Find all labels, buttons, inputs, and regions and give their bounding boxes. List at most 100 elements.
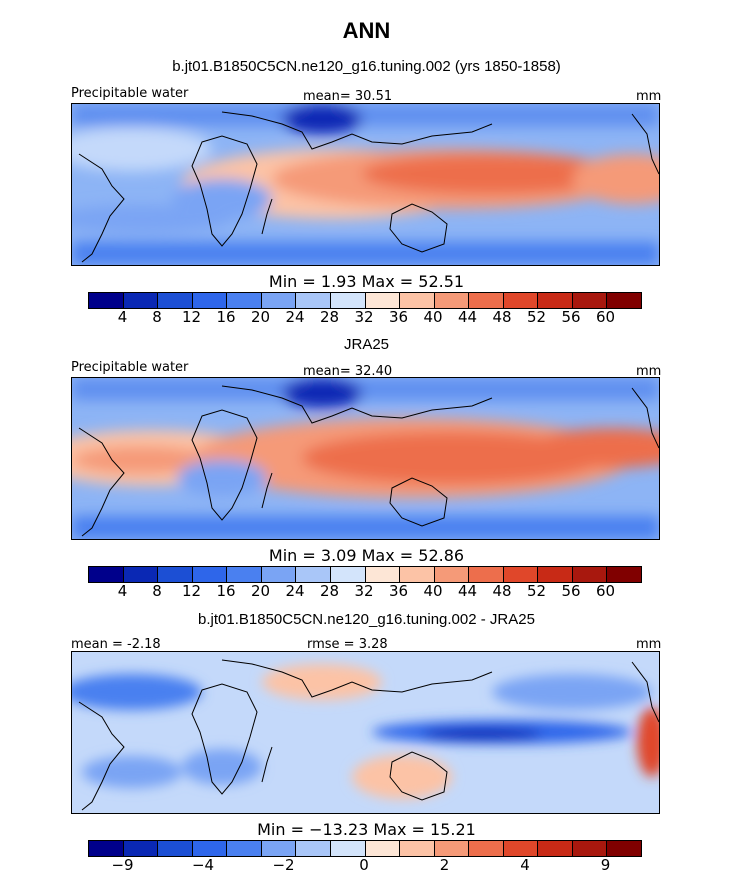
colorbar-swatch bbox=[503, 841, 539, 856]
panel3-minmax: Min = −13.23 Max = 15.21 bbox=[257, 820, 476, 839]
colorbar-tick-label: 32 bbox=[354, 308, 374, 326]
colorbar-swatch bbox=[503, 293, 539, 308]
panel1-colorbar-ticks: 4 8 12 16 20 24 28 32 36 40 44 48 52 56 60 bbox=[88, 308, 640, 328]
colorbar-swatch bbox=[434, 567, 470, 582]
colorbar-swatch bbox=[261, 567, 297, 582]
colorbar-swatch bbox=[89, 841, 124, 856]
colorbar-tick-label: 8 bbox=[152, 582, 162, 600]
colorbar-swatch bbox=[330, 293, 366, 308]
page-title: ANN bbox=[342, 18, 391, 43]
colorbar-tick-label: 60 bbox=[595, 308, 616, 326]
colorbar-tick-label: 12 bbox=[181, 308, 202, 326]
colorbar-swatch bbox=[227, 841, 262, 856]
panel1-mean-label: mean= 30.51 bbox=[303, 89, 393, 104]
colorbar-tick-label: −9 bbox=[111, 856, 134, 874]
colorbar-tick-label: 40 bbox=[423, 582, 443, 600]
colorbar-swatch bbox=[538, 293, 573, 308]
colorbar-tick-label: 56 bbox=[561, 308, 581, 326]
colorbar-tick-label: 16 bbox=[216, 308, 236, 326]
colorbar-swatch bbox=[400, 841, 435, 856]
colorbar-swatch bbox=[296, 567, 331, 582]
panel3-colorbar bbox=[88, 840, 642, 857]
panel3-mean-label: mean = -2.18 bbox=[71, 637, 161, 652]
colorbar-swatch bbox=[469, 567, 504, 582]
colorbar-swatch bbox=[607, 841, 641, 856]
colorbar-swatch bbox=[365, 567, 401, 582]
colorbar-swatch bbox=[572, 293, 608, 308]
colorbar-tick-label: 56 bbox=[561, 582, 581, 600]
colorbar-tick-label: 32 bbox=[354, 582, 374, 600]
colorbar-tick-label: −4 bbox=[191, 856, 215, 874]
colorbar-swatch bbox=[158, 841, 193, 856]
colorbar-tick-label: 36 bbox=[388, 582, 409, 600]
colorbar-swatch bbox=[365, 841, 401, 856]
colorbar-swatch bbox=[434, 841, 470, 856]
colorbar-swatch bbox=[296, 841, 331, 856]
panel2-variable-label: Precipitable water bbox=[71, 360, 189, 375]
colorbar-tick-label: 4 bbox=[117, 582, 128, 600]
colorbar-swatch bbox=[158, 567, 193, 582]
panel3-colorbar-ticks: −9 −4 −2 0 2 4 9 bbox=[88, 856, 640, 876]
colorbar-tick-label: 4 bbox=[520, 856, 530, 874]
colorbar-tick-label: 20 bbox=[250, 582, 271, 600]
colorbar-swatch bbox=[538, 841, 573, 856]
colorbar-swatch bbox=[123, 841, 159, 856]
colorbar-tick-label: 36 bbox=[388, 308, 409, 326]
colorbar-tick-label: 12 bbox=[181, 582, 202, 600]
colorbar-swatch bbox=[192, 567, 228, 582]
panel1-minmax: Min = 1.93 Max = 52.51 bbox=[268, 272, 465, 291]
colorbar-swatch bbox=[469, 841, 504, 856]
panel2-map bbox=[71, 377, 660, 540]
panel2-units-label: mm bbox=[636, 364, 662, 379]
colorbar-tick-label: 20 bbox=[250, 308, 271, 326]
colorbar-swatch bbox=[607, 567, 641, 582]
colorbar-tick-label: 48 bbox=[492, 582, 512, 600]
colorbar-swatch bbox=[261, 293, 297, 308]
colorbar-tick-label: 44 bbox=[457, 582, 478, 600]
colorbar-tick-label: 0 bbox=[359, 856, 369, 874]
colorbar-tick-label: 44 bbox=[457, 308, 478, 326]
panel1-map bbox=[71, 103, 660, 266]
panel2-colorbar-ticks: 4 8 12 16 20 24 28 32 36 40 44 48 52 56 60 bbox=[88, 582, 640, 602]
colorbar-tick-label: 60 bbox=[595, 582, 616, 600]
colorbar-tick-label: 40 bbox=[423, 308, 443, 326]
colorbar-swatch bbox=[192, 293, 228, 308]
colorbar-swatch bbox=[296, 293, 331, 308]
colorbar-swatch bbox=[89, 293, 124, 308]
panel2-heading: JRA25 bbox=[343, 336, 390, 353]
colorbar-tick-label: 28 bbox=[319, 582, 340, 600]
colorbar-tick-label: 52 bbox=[526, 582, 547, 600]
colorbar-swatch bbox=[123, 293, 159, 308]
colorbar-swatch bbox=[469, 293, 504, 308]
colorbar-tick-label: 48 bbox=[492, 308, 512, 326]
colorbar-tick-label: 16 bbox=[216, 582, 236, 600]
colorbar-swatch bbox=[538, 567, 573, 582]
colorbar-tick-label: −2 bbox=[272, 856, 295, 874]
panel1-variable-label: Precipitable water bbox=[71, 86, 189, 101]
colorbar-swatch bbox=[330, 567, 366, 582]
colorbar-swatch bbox=[89, 567, 124, 582]
panel3-map bbox=[71, 651, 660, 814]
colorbar-tick-label: 2 bbox=[439, 856, 450, 874]
panel2-mean-label: mean= 32.40 bbox=[303, 364, 393, 379]
colorbar-swatch bbox=[434, 293, 470, 308]
colorbar-tick-label: 4 bbox=[117, 308, 128, 326]
colorbar-tick-label: 24 bbox=[285, 582, 305, 600]
colorbar-tick-label: 9 bbox=[600, 856, 611, 874]
panel3-heading: b.jt01.B1850C5CN.ne120_g16.tuning.002 - … bbox=[198, 611, 535, 628]
colorbar-swatch bbox=[607, 293, 641, 308]
colorbar-tick-label: 52 bbox=[526, 308, 547, 326]
panel1-units-label: mm bbox=[636, 89, 662, 104]
colorbar-tick-label: 28 bbox=[319, 308, 340, 326]
colorbar-swatch bbox=[227, 567, 262, 582]
panel2-colorbar bbox=[88, 566, 642, 583]
colorbar-tick-label: 8 bbox=[152, 308, 162, 326]
colorbar-swatch bbox=[158, 293, 193, 308]
colorbar-swatch bbox=[365, 293, 401, 308]
colorbar-swatch bbox=[572, 841, 608, 856]
colorbar-swatch bbox=[261, 841, 297, 856]
colorbar-swatch bbox=[400, 567, 435, 582]
colorbar-swatch bbox=[503, 567, 539, 582]
colorbar-swatch bbox=[572, 567, 608, 582]
colorbar-swatch bbox=[192, 841, 228, 856]
